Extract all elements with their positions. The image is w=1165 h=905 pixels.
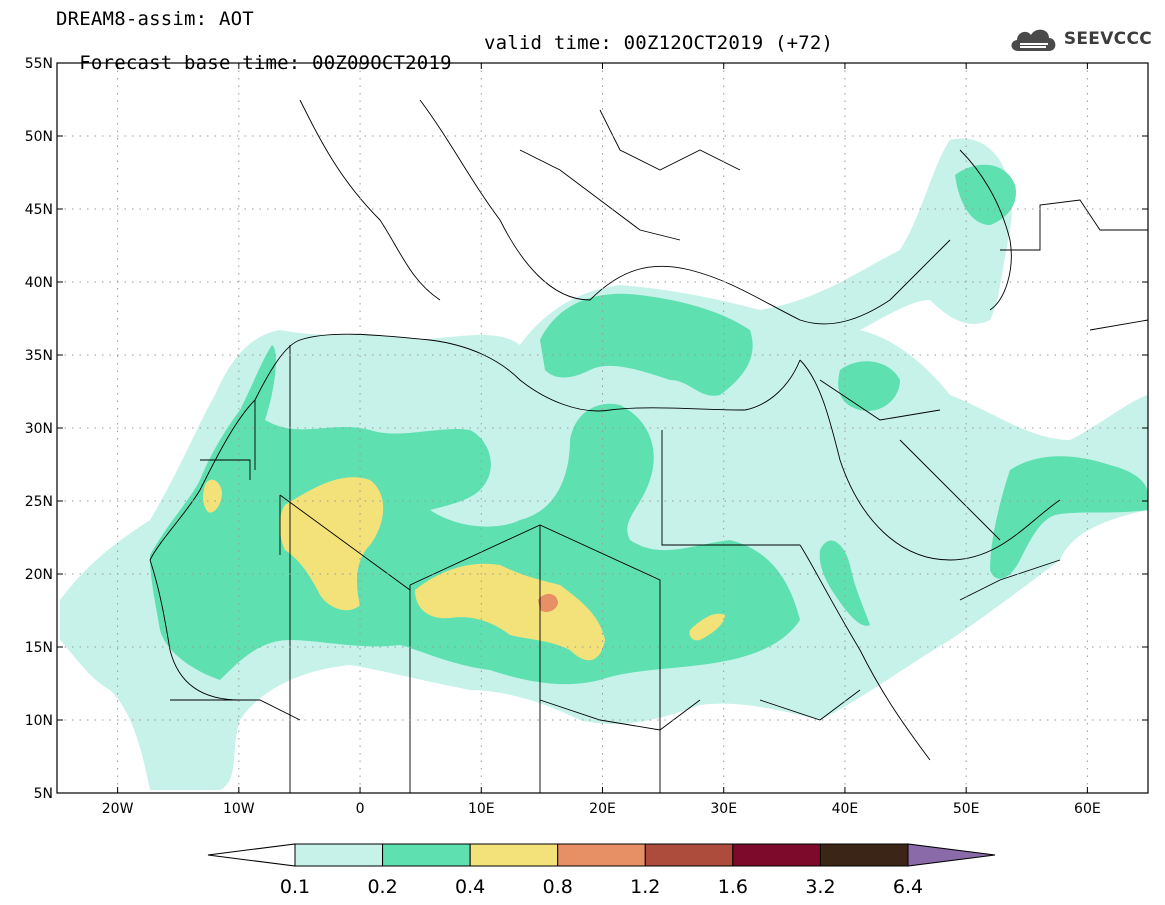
lat-label: 35N (25, 348, 53, 364)
lat-label: 15N (25, 640, 53, 656)
lat-label: 30N (25, 421, 53, 437)
cloud-icon (1011, 29, 1056, 51)
colorbar-box (644, 843, 734, 867)
lat-label: 55N (25, 56, 53, 72)
latitude-labels: 55N 50N 45N 40N 35N 30N 25N 20N 15N 10N 5N (25, 56, 53, 802)
aot-contour-0.8 (538, 593, 558, 612)
lon-label: 10E (468, 801, 495, 817)
aot-contour-0.2-redsea (819, 540, 870, 626)
lon-label: 0 (356, 801, 365, 817)
lat-label: 5N (34, 786, 53, 802)
aot-contour-0.4-west (203, 479, 222, 513)
colorbar-label: 0.4 (455, 876, 485, 898)
colorbar-box (382, 843, 471, 867)
lon-label: 20W (102, 801, 134, 817)
lon-label: 50E (953, 801, 980, 817)
colorbar-labels: 0.1 0.2 0.4 0.8 1.2 1.6 3.2 6.4 (280, 876, 923, 898)
coastlines-borders (149, 99, 1148, 793)
seevccc-logo: SEEVCCC (1008, 24, 1152, 54)
lat-label: 25N (25, 494, 53, 510)
lon-label: 10W (223, 801, 255, 817)
colorbar-label: 3.2 (805, 876, 835, 898)
valid-time-label: valid time: 00Z12OCT2019 (+72) (484, 32, 834, 54)
lat-label: 40N (25, 275, 53, 291)
colorbar-label: 0.1 (280, 876, 310, 898)
colorbar-over-arrow (907, 843, 996, 867)
lat-label: 50N (25, 129, 53, 145)
colorbar-box (732, 843, 821, 867)
aot-contour-0.2 (150, 345, 800, 685)
aot-contour-0.4-niger (415, 563, 605, 661)
colorbar-under-arrow (207, 843, 296, 867)
aot-contour-0.4-mauritania (279, 477, 384, 611)
colorbar-box (557, 843, 646, 867)
longitude-labels: 20W 10W 0 10E 20E 30E 40E 50E 60E (102, 801, 1101, 817)
aot-contour-0.2-gulf (990, 456, 1148, 579)
lat-label: 45N (25, 202, 53, 218)
colorbar-label: 1.2 (630, 876, 660, 898)
logo-text: SEEVCCC (1063, 29, 1152, 49)
aot-field (60, 138, 1148, 790)
colorbar-box (469, 843, 559, 867)
aot-contour-0.2-aegean (540, 293, 753, 396)
aot-contour-0.2-iraq (838, 361, 900, 411)
grid (57, 63, 1148, 793)
axis-ticks (57, 62, 1148, 794)
colorbar-label: 0.8 (543, 876, 573, 898)
colorbar-label: 1.6 (718, 876, 748, 898)
lon-label: 40E (832, 801, 859, 817)
lat-label: 20N (25, 567, 53, 583)
colorbar-box (819, 843, 909, 867)
colorbar-label: 6.4 (893, 876, 923, 898)
lon-label: 30E (710, 801, 737, 817)
map-title: DREAM8-assim: AOT (56, 8, 254, 30)
colorbar-box (294, 843, 384, 867)
lon-label: 60E (1074, 801, 1101, 817)
aot-contour-0.2-caspian (955, 164, 1016, 225)
colorbar (207, 843, 996, 867)
aot-contour-0.4-sudan (689, 613, 725, 641)
colorbar-label: 0.2 (367, 876, 397, 898)
lon-label: 20E (589, 801, 616, 817)
lat-label: 10N (25, 713, 53, 729)
